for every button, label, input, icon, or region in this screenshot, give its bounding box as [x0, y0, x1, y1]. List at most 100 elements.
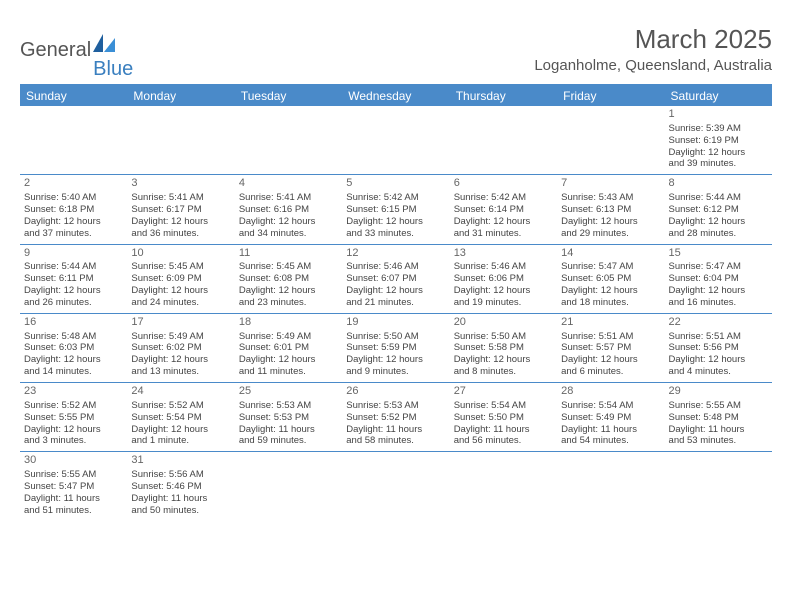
- day-cell: 12Sunrise: 5:46 AMSunset: 6:07 PMDayligh…: [342, 245, 449, 313]
- day-sunset: Sunset: 6:09 PM: [131, 273, 230, 285]
- day-sunrise: Sunrise: 5:46 AM: [454, 261, 553, 273]
- day-sunset: Sunset: 5:55 PM: [24, 412, 123, 424]
- day-number: 17: [131, 316, 230, 330]
- day-sunrise: Sunrise: 5:40 AM: [24, 192, 123, 204]
- day-number: 1: [669, 108, 768, 122]
- location-text: Loganholme, Queensland, Australia: [534, 57, 772, 74]
- weekday-header: Sunday: [20, 86, 127, 106]
- day-number: 14: [561, 247, 660, 261]
- day-day2: and 3 minutes.: [24, 435, 123, 447]
- day-day1: Daylight: 12 hours: [669, 285, 768, 297]
- day-day2: and 34 minutes.: [239, 228, 338, 240]
- weekday-header: Saturday: [665, 86, 772, 106]
- empty-cell: [20, 106, 127, 174]
- day-sunset: Sunset: 5:49 PM: [561, 412, 660, 424]
- week-row: 9Sunrise: 5:44 AMSunset: 6:11 PMDaylight…: [20, 245, 772, 314]
- day-number: 27: [454, 385, 553, 399]
- day-cell: 10Sunrise: 5:45 AMSunset: 6:09 PMDayligh…: [127, 245, 234, 313]
- day-day1: Daylight: 12 hours: [346, 354, 445, 366]
- weekday-header: Wednesday: [342, 86, 449, 106]
- day-number: 3: [131, 177, 230, 191]
- day-day2: and 26 minutes.: [24, 297, 123, 309]
- day-number: 15: [669, 247, 768, 261]
- day-day1: Daylight: 11 hours: [346, 424, 445, 436]
- day-day2: and 8 minutes.: [454, 366, 553, 378]
- day-day1: Daylight: 11 hours: [24, 493, 123, 505]
- day-day1: Daylight: 12 hours: [346, 216, 445, 228]
- day-sunset: Sunset: 5:47 PM: [24, 481, 123, 493]
- day-day2: and 21 minutes.: [346, 297, 445, 309]
- day-day2: and 53 minutes.: [669, 435, 768, 447]
- day-sunrise: Sunrise: 5:41 AM: [131, 192, 230, 204]
- day-cell: 28Sunrise: 5:54 AMSunset: 5:49 PMDayligh…: [557, 383, 664, 451]
- page-title: March 2025: [534, 24, 772, 55]
- day-day2: and 51 minutes.: [24, 505, 123, 517]
- day-cell: 14Sunrise: 5:47 AMSunset: 6:05 PMDayligh…: [557, 245, 664, 313]
- day-number: 5: [346, 177, 445, 191]
- day-day2: and 13 minutes.: [131, 366, 230, 378]
- day-day2: and 50 minutes.: [131, 505, 230, 517]
- day-sunset: Sunset: 6:16 PM: [239, 204, 338, 216]
- day-day1: Daylight: 12 hours: [24, 285, 123, 297]
- day-sunrise: Sunrise: 5:49 AM: [131, 331, 230, 343]
- day-day2: and 19 minutes.: [454, 297, 553, 309]
- day-day1: Daylight: 12 hours: [239, 354, 338, 366]
- day-day1: Daylight: 12 hours: [239, 285, 338, 297]
- day-sunrise: Sunrise: 5:56 AM: [131, 469, 230, 481]
- title-block: March 2025 Loganholme, Queensland, Austr…: [534, 24, 772, 74]
- day-cell: 21Sunrise: 5:51 AMSunset: 5:57 PMDayligh…: [557, 314, 664, 382]
- header: General Blue March 2025 Loganholme, Quee…: [20, 24, 772, 74]
- week-row: 1Sunrise: 5:39 AMSunset: 6:19 PMDaylight…: [20, 106, 772, 175]
- day-day2: and 16 minutes.: [669, 297, 768, 309]
- day-day1: Daylight: 11 hours: [131, 493, 230, 505]
- day-day1: Daylight: 12 hours: [131, 354, 230, 366]
- day-day1: Daylight: 12 hours: [131, 285, 230, 297]
- day-day1: Daylight: 12 hours: [454, 354, 553, 366]
- empty-cell: [235, 106, 342, 174]
- day-number: 19: [346, 316, 445, 330]
- day-cell: 30Sunrise: 5:55 AMSunset: 5:47 PMDayligh…: [20, 452, 127, 520]
- logo-text-blue: Blue: [93, 58, 133, 81]
- empty-cell: [665, 452, 772, 520]
- day-sunset: Sunset: 6:04 PM: [669, 273, 768, 285]
- day-day1: Daylight: 12 hours: [561, 285, 660, 297]
- weekday-header: Thursday: [450, 86, 557, 106]
- day-day1: Daylight: 12 hours: [669, 216, 768, 228]
- empty-cell: [557, 452, 664, 520]
- day-day2: and 9 minutes.: [346, 366, 445, 378]
- day-sunrise: Sunrise: 5:41 AM: [239, 192, 338, 204]
- day-day1: Daylight: 12 hours: [454, 216, 553, 228]
- day-sunset: Sunset: 5:58 PM: [454, 342, 553, 354]
- day-day1: Daylight: 12 hours: [131, 424, 230, 436]
- day-sunrise: Sunrise: 5:47 AM: [669, 261, 768, 273]
- day-sunrise: Sunrise: 5:55 AM: [669, 400, 768, 412]
- day-number: 6: [454, 177, 553, 191]
- day-cell: 15Sunrise: 5:47 AMSunset: 6:04 PMDayligh…: [665, 245, 772, 313]
- day-sunset: Sunset: 5:52 PM: [346, 412, 445, 424]
- day-cell: 27Sunrise: 5:54 AMSunset: 5:50 PMDayligh…: [450, 383, 557, 451]
- day-cell: 9Sunrise: 5:44 AMSunset: 6:11 PMDaylight…: [20, 245, 127, 313]
- day-cell: 26Sunrise: 5:53 AMSunset: 5:52 PMDayligh…: [342, 383, 449, 451]
- day-day1: Daylight: 12 hours: [131, 216, 230, 228]
- day-day1: Daylight: 12 hours: [669, 147, 768, 159]
- day-sunrise: Sunrise: 5:55 AM: [24, 469, 123, 481]
- weeks-container: 1Sunrise: 5:39 AMSunset: 6:19 PMDaylight…: [20, 106, 772, 521]
- day-day1: Daylight: 11 hours: [561, 424, 660, 436]
- day-sunset: Sunset: 6:11 PM: [24, 273, 123, 285]
- day-sunset: Sunset: 5:50 PM: [454, 412, 553, 424]
- empty-cell: [342, 106, 449, 174]
- day-cell: 13Sunrise: 5:46 AMSunset: 6:06 PMDayligh…: [450, 245, 557, 313]
- day-cell: 25Sunrise: 5:53 AMSunset: 5:53 PMDayligh…: [235, 383, 342, 451]
- day-day2: and 58 minutes.: [346, 435, 445, 447]
- day-cell: 6Sunrise: 5:42 AMSunset: 6:14 PMDaylight…: [450, 175, 557, 243]
- day-cell: 8Sunrise: 5:44 AMSunset: 6:12 PMDaylight…: [665, 175, 772, 243]
- day-cell: 17Sunrise: 5:49 AMSunset: 6:02 PMDayligh…: [127, 314, 234, 382]
- day-number: 25: [239, 385, 338, 399]
- day-sunset: Sunset: 6:07 PM: [346, 273, 445, 285]
- day-number: 21: [561, 316, 660, 330]
- day-number: 30: [24, 454, 123, 468]
- day-cell: 29Sunrise: 5:55 AMSunset: 5:48 PMDayligh…: [665, 383, 772, 451]
- logo-text-general: General: [20, 39, 91, 62]
- day-sunset: Sunset: 5:46 PM: [131, 481, 230, 493]
- day-sunset: Sunset: 6:15 PM: [346, 204, 445, 216]
